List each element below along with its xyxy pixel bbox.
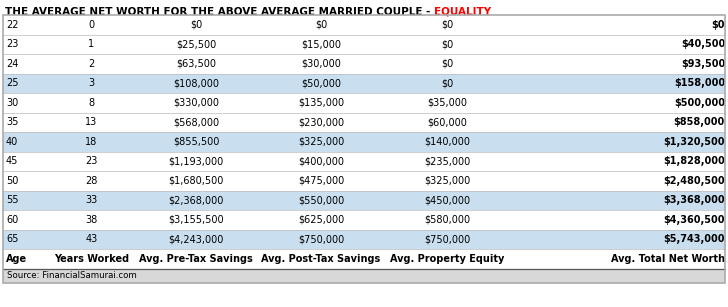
Bar [3, 269, 725, 283]
Text: 50: 50 [6, 176, 18, 186]
Text: $325,000: $325,000 [424, 176, 470, 186]
Text: $855,500: $855,500 [173, 137, 219, 147]
Text: $93,500: $93,500 [681, 59, 725, 69]
Text: $35,000: $35,000 [427, 98, 467, 108]
Text: $0: $0 [190, 20, 202, 30]
Bar [3, 73, 725, 93]
Text: 18: 18 [85, 137, 98, 147]
Text: 40: 40 [6, 137, 18, 147]
Text: 23: 23 [85, 156, 98, 166]
Text: $1,320,500: $1,320,500 [663, 137, 725, 147]
Text: 45: 45 [6, 156, 18, 166]
Text: $135,000: $135,000 [298, 98, 344, 108]
Text: Source: FinancialSamurai.com: Source: FinancialSamurai.com [7, 271, 137, 281]
Text: $0: $0 [711, 20, 725, 30]
Text: $50,000: $50,000 [301, 78, 341, 88]
Text: 30: 30 [6, 98, 18, 108]
Text: $3,155,500: $3,155,500 [168, 215, 223, 225]
Text: $750,000: $750,000 [424, 234, 470, 244]
Text: 38: 38 [85, 215, 98, 225]
Text: $0: $0 [441, 39, 453, 49]
Bar [3, 15, 725, 283]
Text: 24: 24 [6, 59, 18, 69]
Text: $475,000: $475,000 [298, 176, 344, 186]
Text: 35: 35 [6, 117, 18, 127]
Text: $568,000: $568,000 [173, 117, 219, 127]
Bar [3, 34, 725, 54]
Text: $2,480,500: $2,480,500 [663, 176, 725, 186]
Text: 3: 3 [88, 78, 95, 88]
Text: $550,000: $550,000 [298, 195, 344, 205]
Text: $1,828,000: $1,828,000 [663, 156, 725, 166]
Text: $235,000: $235,000 [424, 156, 470, 166]
Text: THE AVERAGE NET WORTH FOR THE ABOVE AVERAGE MARRIED COUPLE -: THE AVERAGE NET WORTH FOR THE ABOVE AVER… [5, 7, 434, 17]
Text: 22: 22 [6, 20, 18, 30]
Text: 55: 55 [6, 195, 18, 205]
Text: $15,000: $15,000 [301, 39, 341, 49]
Text: $450,000: $450,000 [424, 195, 470, 205]
Text: $158,000: $158,000 [674, 78, 725, 88]
Text: $25,500: $25,500 [176, 39, 216, 49]
Text: $625,000: $625,000 [298, 215, 344, 225]
Text: Avg. Post-Tax Savings: Avg. Post-Tax Savings [261, 254, 381, 264]
Bar [3, 191, 725, 210]
Text: $1,193,000: $1,193,000 [168, 156, 223, 166]
Text: 28: 28 [85, 176, 98, 186]
Text: $858,000: $858,000 [673, 117, 725, 127]
Bar [3, 171, 725, 191]
Bar [3, 54, 725, 73]
Text: $230,000: $230,000 [298, 117, 344, 127]
Text: Avg. Pre-Tax Savings: Avg. Pre-Tax Savings [139, 254, 253, 264]
Bar [3, 93, 725, 112]
Text: 8: 8 [88, 98, 95, 108]
Text: $4,360,500: $4,360,500 [663, 215, 725, 225]
Text: $63,500: $63,500 [176, 59, 216, 69]
Text: Years Worked: Years Worked [54, 254, 129, 264]
Text: $4,243,000: $4,243,000 [168, 234, 223, 244]
Text: $0: $0 [315, 20, 327, 30]
Text: 1: 1 [88, 39, 95, 49]
Bar [3, 15, 725, 34]
Text: $140,000: $140,000 [424, 137, 470, 147]
Text: $5,743,000: $5,743,000 [663, 234, 725, 244]
Text: $3,368,000: $3,368,000 [663, 195, 725, 205]
Bar [3, 249, 725, 269]
Text: $0: $0 [441, 20, 453, 30]
Bar [3, 151, 725, 171]
Text: Age: Age [6, 254, 27, 264]
Bar [3, 230, 725, 249]
Bar [3, 210, 725, 230]
Text: $750,000: $750,000 [298, 234, 344, 244]
Text: 60: 60 [6, 215, 18, 225]
Text: $108,000: $108,000 [173, 78, 219, 88]
Text: $2,368,000: $2,368,000 [168, 195, 223, 205]
Text: 43: 43 [85, 234, 98, 244]
Text: $580,000: $580,000 [424, 215, 470, 225]
Text: $60,000: $60,000 [427, 117, 467, 127]
Text: 23: 23 [6, 39, 18, 49]
Text: Avg. Property Equity: Avg. Property Equity [389, 254, 505, 264]
Text: $330,000: $330,000 [173, 98, 219, 108]
Text: 13: 13 [85, 117, 98, 127]
Text: 25: 25 [6, 78, 18, 88]
Text: Avg. Total Net Worth: Avg. Total Net Worth [611, 254, 725, 264]
Text: 65: 65 [6, 234, 18, 244]
Text: $1,680,500: $1,680,500 [168, 176, 223, 186]
Text: $500,000: $500,000 [674, 98, 725, 108]
Bar [3, 112, 725, 132]
Text: 2: 2 [88, 59, 95, 69]
Text: $325,000: $325,000 [298, 137, 344, 147]
Text: 0: 0 [88, 20, 95, 30]
Text: $30,000: $30,000 [301, 59, 341, 69]
Text: 33: 33 [85, 195, 98, 205]
Text: $0: $0 [441, 59, 453, 69]
Text: $0: $0 [441, 78, 453, 88]
Text: EQUALITY: EQUALITY [434, 7, 491, 17]
Text: $40,500: $40,500 [681, 39, 725, 49]
Bar [3, 132, 725, 151]
Text: $400,000: $400,000 [298, 156, 344, 166]
